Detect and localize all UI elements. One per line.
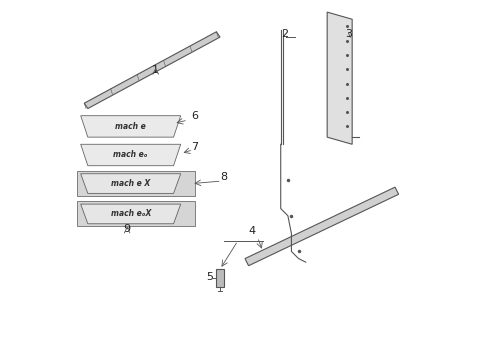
Polygon shape: [81, 144, 181, 166]
Text: 3: 3: [345, 29, 352, 39]
Text: mach eₒ: mach eₒ: [114, 150, 148, 159]
Text: 1: 1: [152, 65, 159, 75]
Polygon shape: [77, 171, 195, 196]
Polygon shape: [327, 12, 352, 144]
Text: 8: 8: [220, 172, 227, 182]
Polygon shape: [81, 204, 181, 224]
Polygon shape: [84, 32, 220, 109]
Polygon shape: [217, 269, 223, 287]
Text: mach e X: mach e X: [111, 179, 150, 188]
Text: 6: 6: [192, 111, 198, 121]
Text: 4: 4: [248, 226, 256, 235]
Text: 9: 9: [123, 224, 131, 234]
Polygon shape: [81, 174, 181, 193]
Text: 7: 7: [192, 141, 198, 152]
Text: 5: 5: [206, 272, 213, 282]
Polygon shape: [81, 116, 181, 137]
Text: 2: 2: [281, 29, 288, 39]
Polygon shape: [77, 202, 195, 226]
Text: mach e: mach e: [115, 122, 146, 131]
Polygon shape: [245, 187, 398, 266]
Text: mach eₒX: mach eₒX: [111, 210, 151, 219]
